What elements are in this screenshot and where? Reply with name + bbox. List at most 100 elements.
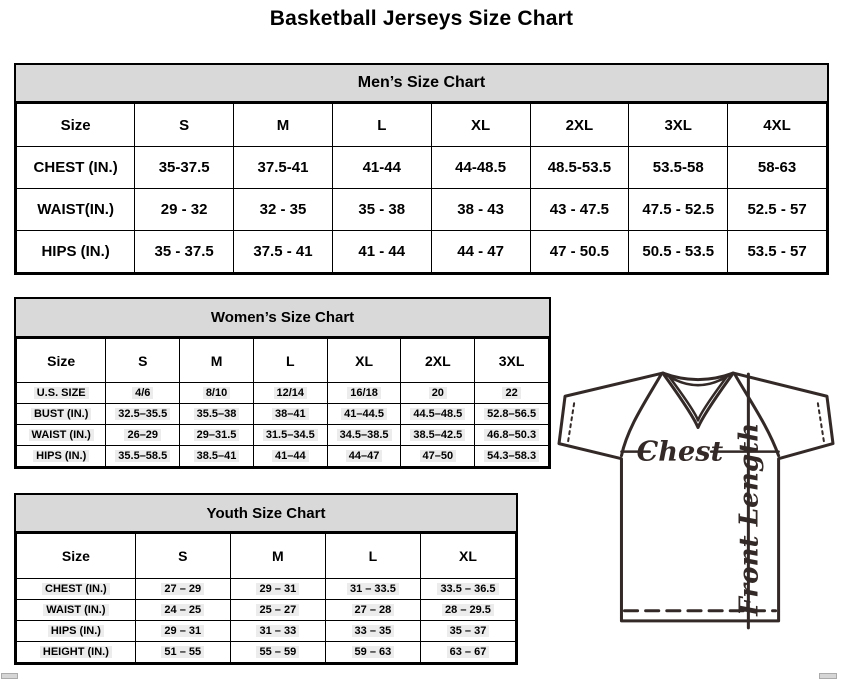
jersey-measurement-diagram: Chest Front Length: [557, 371, 835, 630]
size-value-cell: 32.5–35.5: [105, 403, 181, 425]
row-label: CHEST (IN.): [42, 583, 110, 595]
row-label-cell: WAIST (IN.): [16, 599, 136, 621]
size-value-cell: 44.5–48.5: [400, 403, 476, 425]
row-label: HIPS (IN.): [47, 625, 104, 637]
size-value-cell: 28 – 29.5: [419, 599, 517, 621]
size-value-cell: 48.5-53.5: [529, 146, 630, 189]
size-value: 35.5–38: [193, 408, 240, 420]
size-value-cell: 31 – 33: [229, 620, 326, 642]
size-value: 50.5 - 53.5: [642, 243, 715, 260]
column-header: M: [179, 338, 254, 383]
row-label-cell: HIPS (IN.): [16, 620, 136, 642]
size-value-cell: 53.5 - 57: [727, 230, 827, 273]
measurement-row: CHEST (IN.) 35-37.5 37.5-41 41-44 44-48.5 48.…: [15, 146, 827, 189]
size-value-cell: 47 - 50.5: [529, 230, 630, 273]
size-value-cell: 41–44.5: [326, 403, 402, 425]
size-value: 35 - 37.5: [154, 243, 214, 260]
page-title: Basketball Jerseys Size Chart: [269, 7, 574, 30]
size-value-cell: 35.5–58.5: [105, 445, 181, 467]
column-header: XL: [419, 533, 517, 579]
size-value: 41 - 44: [358, 243, 406, 260]
size-value: 29 - 32: [160, 201, 208, 218]
size-value-cell: 38–41: [252, 403, 328, 425]
size-value-cell: 34.5–38.5: [326, 424, 402, 446]
size-value: 58-63: [757, 159, 797, 176]
size-value-cell: 41 - 44: [331, 230, 432, 273]
size-value-cell: 29 - 32: [134, 188, 235, 231]
right-armhole-seam: [733, 373, 781, 458]
jersey-outline: [557, 371, 835, 623]
size-value-cell: 37.5-41: [233, 146, 333, 189]
size-value: 20: [428, 387, 447, 399]
size-value-cell: 12/14: [252, 382, 328, 404]
measurement-row: HIPS (IN.) 35 - 37.5 37.5 - 41 41 - 44 44 - …: [15, 230, 827, 273]
measurement-row: BUST (IN.) 32.5–35.5 35.5–38 38–41 41–44.5 44…: [15, 403, 549, 425]
size-value-cell: 35 – 37: [419, 620, 517, 642]
size-value: 51 – 55: [161, 646, 205, 658]
size-value: 33.5 – 36.5: [437, 583, 499, 595]
size-value: 12/14: [273, 387, 308, 399]
row-label: WAIST (IN.): [28, 429, 94, 441]
size-value-cell: 29 – 31: [229, 578, 326, 600]
column-header: XL: [430, 103, 531, 147]
size-value: 47–50: [419, 450, 457, 462]
size-value: 8/10: [202, 387, 231, 399]
size-value-cell: 31.5–34.5: [252, 424, 328, 446]
column-header: M: [229, 533, 326, 579]
size-value-cell: 22: [474, 382, 549, 404]
measurement-row: HIPS (IN.) 29 – 31 31 – 33 33 – 35 35 – 37: [16, 620, 517, 642]
measurement-row: U.S. SIZE 4/6 8/10 12/14 16/18 20 22: [15, 382, 549, 404]
size-value-cell: 33 – 35: [324, 620, 421, 642]
size-value: 55 – 59: [256, 646, 300, 658]
size-value: 29 – 31: [256, 583, 300, 595]
measurement-row: HEIGHT (IN.) 51 – 55 55 – 59 59 – 63 63 – 67: [16, 641, 517, 663]
scrollbar-fragment-left[interactable]: [1, 673, 18, 679]
column-header: M: [233, 103, 333, 147]
size-header-row: Size S M L XL 2XL 3XL 4XL: [15, 103, 827, 147]
column-header: XL: [326, 338, 402, 383]
size-value-cell: 44–47: [326, 445, 402, 467]
size-value-cell: 27 – 28: [324, 599, 421, 621]
size-value: 27 – 28: [351, 604, 395, 616]
chest-label: Chest: [637, 436, 724, 468]
scrollbar-fragment-right[interactable]: [819, 673, 837, 679]
size-value: 53.5-58: [652, 159, 704, 176]
size-value: 38–41: [271, 408, 309, 420]
size-value-cell: 44-48.5: [430, 146, 531, 189]
column-header: L: [324, 533, 421, 579]
size-value-cell: 47–50: [400, 445, 476, 467]
size-value: 32.5–35.5: [115, 408, 171, 420]
size-value-cell: 41-44: [331, 146, 432, 189]
column-header: 4XL: [727, 103, 827, 147]
size-value-cell: 37.5 - 41: [233, 230, 333, 273]
left-sleeve-hem-dashes: [567, 402, 576, 443]
size-value-cell: 32 - 35: [233, 188, 333, 231]
size-value-cell: 46.8–50.3: [474, 424, 549, 446]
column-header: 3XL: [628, 103, 729, 147]
left-armhole-seam: [619, 373, 663, 458]
size-value-cell: 47.5 - 52.5: [628, 188, 729, 231]
size-value: 38 - 43: [457, 201, 504, 218]
size-value: 22: [502, 387, 521, 399]
size-value: 33 – 35: [351, 625, 395, 637]
size-value: 32 - 35: [259, 201, 307, 218]
size-value: 52.8–56.5: [484, 408, 540, 420]
size-value-cell: 38.5–41: [179, 445, 254, 467]
size-value: 4/6: [132, 387, 154, 399]
size-value: 43 - 47.5: [549, 201, 610, 218]
size-value: 37.5 - 41: [253, 243, 313, 260]
size-value: 44-48.5: [455, 159, 507, 176]
row-label-cell: HIPS (IN.): [15, 445, 107, 467]
column-header: 2XL: [529, 103, 630, 147]
size-value-cell: 29 – 31: [134, 620, 231, 642]
size-value-cell: 35 - 38: [331, 188, 432, 231]
column-header: L: [331, 103, 432, 147]
mens-table-title: Men’s Size Chart: [16, 65, 827, 103]
size-header-row: Size S M L XL: [16, 533, 517, 579]
size-value: 31 – 33.5: [346, 583, 399, 595]
row-label: BUST (IN.): [30, 408, 92, 420]
size-value: 25 – 27: [256, 604, 300, 616]
size-value-cell: 41–44: [252, 445, 328, 467]
vneck-outer: [661, 371, 735, 429]
size-value: 38.5–41: [193, 450, 240, 462]
